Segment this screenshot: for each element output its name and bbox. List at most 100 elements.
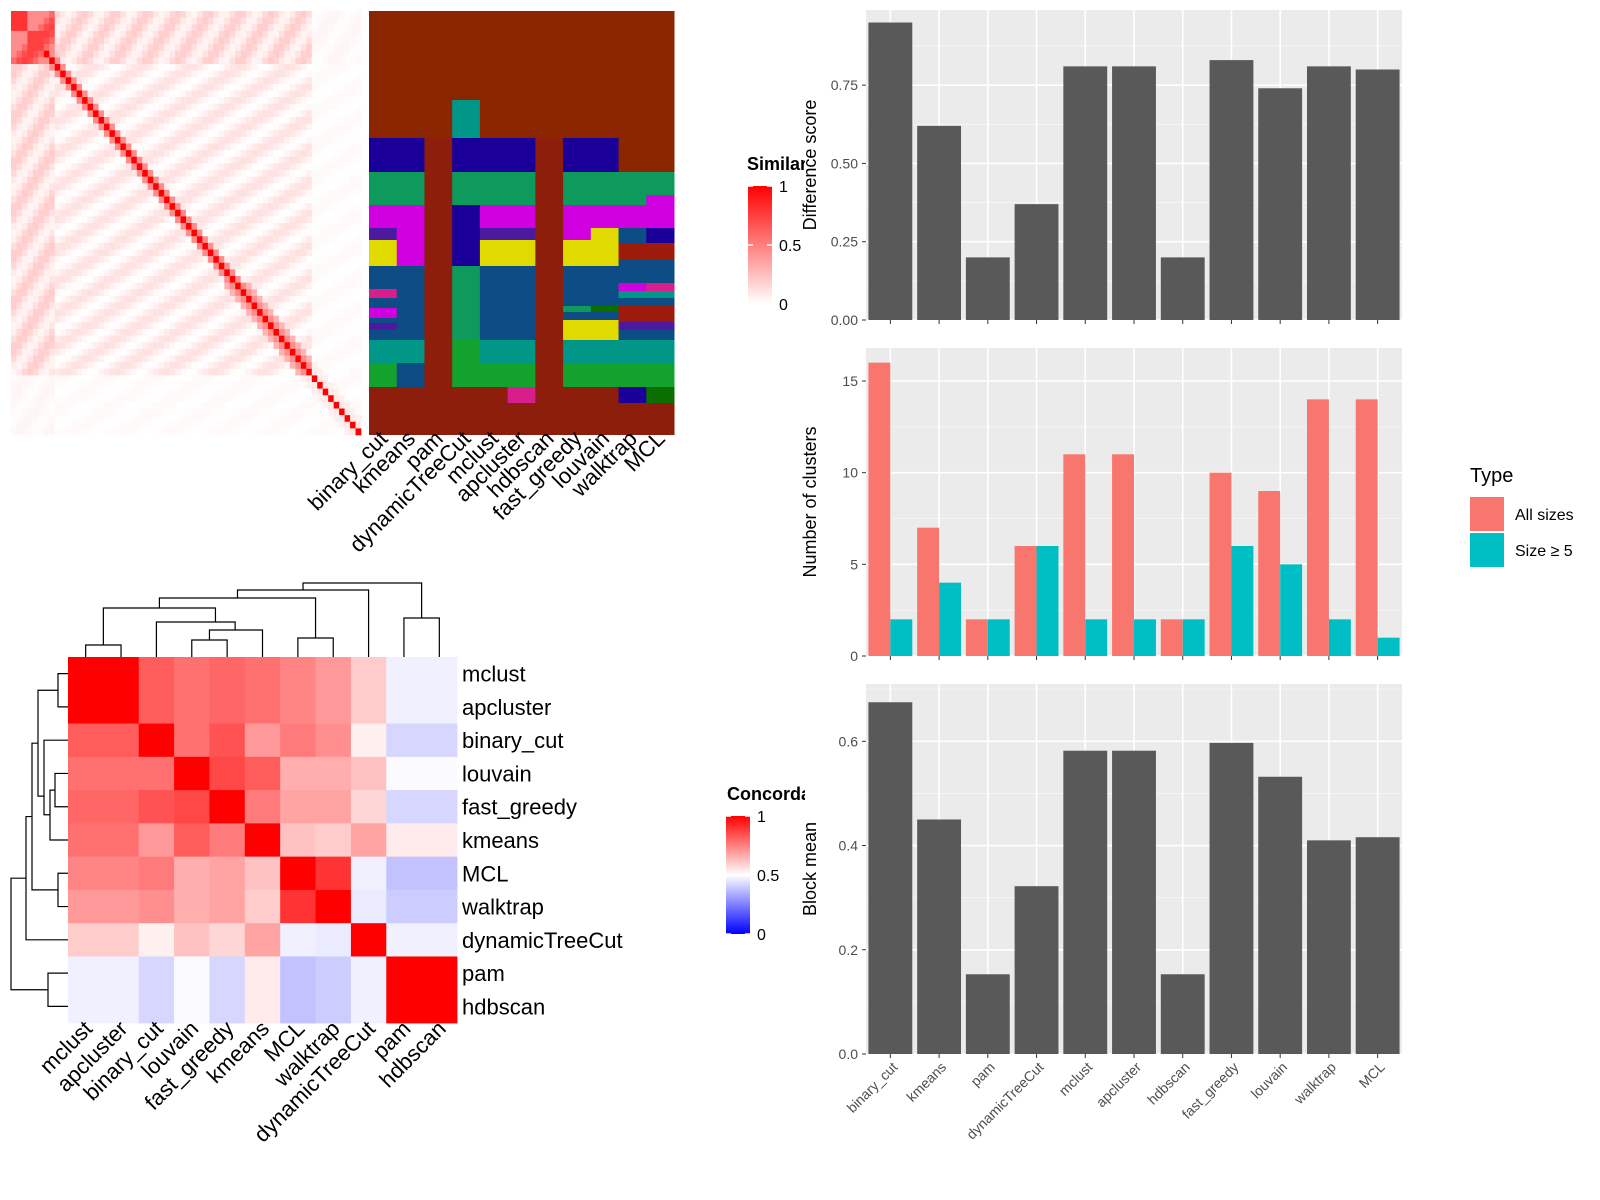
- similarity-cell: [109, 315, 116, 323]
- similarity-cell: [27, 83, 34, 91]
- similarity-cell: [328, 176, 334, 184]
- similarity-cell: [191, 401, 198, 409]
- similarity-cell: [103, 329, 110, 336]
- similarity-cell: [120, 57, 127, 65]
- similarity-cell: [131, 309, 138, 317]
- similarity-cell: [196, 315, 203, 323]
- similarity-cell: [311, 382, 318, 389]
- similarity-cell: [333, 249, 340, 257]
- similarity-cell: [103, 150, 110, 158]
- similarity-cell: [240, 289, 247, 297]
- similarity-cell: [103, 83, 110, 91]
- similarity-cell: [49, 329, 56, 336]
- similarity-cell: [16, 44, 23, 52]
- similarity-cell: [268, 130, 274, 138]
- similarity-cell: [54, 382, 61, 389]
- similarity-cell: [60, 236, 66, 244]
- similarity-cell: [114, 57, 121, 65]
- similarity-cell: [82, 362, 88, 370]
- similarity-cell: [191, 203, 198, 211]
- similarity-cell: [289, 322, 296, 330]
- similarity-cell: [114, 269, 121, 277]
- similarity-cell: [136, 11, 143, 18]
- similarity-cell: [186, 97, 192, 105]
- cluster-cell: [369, 138, 398, 172]
- similarity-cell: [246, 24, 252, 32]
- similarity-cell: [202, 276, 209, 283]
- similarity-cell: [295, 388, 302, 396]
- cluster-cell: [535, 138, 564, 435]
- similarity-cell: [350, 196, 356, 204]
- similarity-cell: [60, 382, 66, 389]
- similarity-cell: [11, 183, 17, 191]
- similarity-cell: [60, 335, 66, 343]
- similarity-cell: [71, 375, 77, 383]
- similarity-cell: [114, 136, 121, 144]
- cluster-cell: [646, 363, 675, 387]
- similarity-cell: [27, 156, 34, 164]
- concordance-row-label: louvain: [462, 762, 532, 787]
- similarity-cell: [257, 150, 263, 158]
- similarity-cell: [21, 123, 28, 131]
- bar-x-tick-label: mclust: [1056, 1059, 1096, 1099]
- similarity-cell: [240, 150, 247, 158]
- similarity-cell: [147, 156, 154, 164]
- similarity-cell: [147, 103, 154, 111]
- similarity-cell: [164, 382, 170, 389]
- similarity-cell: [153, 30, 159, 38]
- similarity-cell: [186, 70, 192, 78]
- similarity-cell: [169, 209, 176, 217]
- similarity-cell: [98, 103, 105, 111]
- similarity-cell: [71, 24, 77, 32]
- similarity-cell: [131, 136, 138, 144]
- similarity-cell: [295, 375, 302, 383]
- similarity-cell: [186, 196, 192, 204]
- similarity-cell: [65, 37, 72, 45]
- similarity-cell: [114, 408, 121, 416]
- similarity-cell: [43, 282, 50, 290]
- similarity-cell: [300, 57, 307, 65]
- similarity-cell: [32, 11, 39, 18]
- similarity-cell: [180, 428, 187, 436]
- similarity-cell: [268, 110, 274, 118]
- concordance-cell: [350, 756, 387, 791]
- similarity-cell: [131, 156, 138, 164]
- similarity-cell: [240, 269, 247, 277]
- similarity-cell: [202, 176, 209, 184]
- similarity-cell: [120, 30, 127, 38]
- similarity-cell: [32, 50, 39, 58]
- similarity-cell: [317, 375, 324, 383]
- similarity-cell: [339, 276, 345, 283]
- bar-all-sizes: [1258, 491, 1281, 656]
- similarity-cell: [103, 110, 110, 118]
- similarity-cell: [87, 262, 94, 270]
- similarity-cell: [300, 289, 307, 297]
- similarity-cell: [355, 375, 362, 383]
- similarity-cell: [268, 83, 274, 91]
- similarity-cell: [350, 415, 356, 423]
- similarity-cell: [65, 348, 72, 356]
- similarity-cell: [284, 395, 291, 403]
- similarity-cell: [207, 229, 214, 237]
- similarity-cell: [251, 203, 258, 211]
- similarity-cell: [311, 262, 318, 270]
- similarity-cell: [131, 90, 138, 98]
- similarity-cell: [251, 90, 258, 98]
- similarity-cell: [240, 70, 247, 78]
- similarity-cell: [16, 256, 23, 264]
- similarity-cell: [191, 428, 198, 436]
- similarity-cell: [82, 90, 88, 98]
- similarity-cell: [196, 30, 203, 38]
- cluster-cell: [646, 260, 675, 283]
- similarity-cell: [43, 415, 50, 423]
- similarity-cell: [322, 90, 329, 98]
- similarity-cell: [322, 17, 329, 25]
- concordance-cell: [244, 756, 281, 791]
- similarity-cell: [262, 329, 269, 336]
- similarity-cell: [180, 302, 187, 310]
- concordance-cell: [386, 989, 423, 1024]
- similarity-cell: [54, 295, 61, 303]
- similarity-cell: [344, 209, 351, 217]
- similarity-cell: [60, 196, 66, 204]
- similarity-cell: [218, 329, 225, 336]
